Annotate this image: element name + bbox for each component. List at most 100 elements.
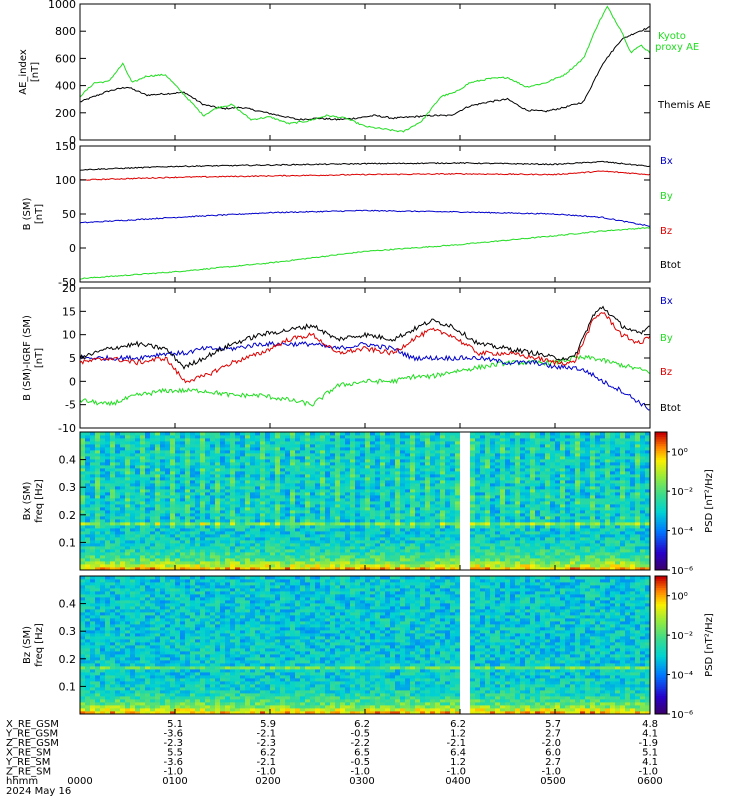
heatmap-cell xyxy=(385,444,391,448)
heatmap-cell xyxy=(135,498,141,502)
heatmap-cell xyxy=(450,528,456,532)
heatmap-cell xyxy=(345,459,351,463)
heatmap-cell xyxy=(515,432,521,436)
heatmap-cell xyxy=(510,492,516,496)
heatmap-cell xyxy=(595,444,601,448)
heatmap-cell xyxy=(490,471,496,475)
heatmap-cell xyxy=(350,498,356,502)
heatmap-cell xyxy=(440,489,446,493)
heatmap-cell xyxy=(500,507,506,511)
heatmap-cell xyxy=(420,498,426,502)
heatmap-cell xyxy=(145,501,151,505)
heatmap-cell xyxy=(500,486,506,490)
heatmap-cell xyxy=(585,480,591,484)
heatmap-cell xyxy=(475,486,481,490)
heatmap-cell xyxy=(315,447,321,451)
heatmap-cell xyxy=(415,525,421,529)
heatmap-cell xyxy=(225,501,231,505)
heatmap-cell xyxy=(220,450,226,454)
heatmap-cell xyxy=(195,435,201,439)
heatmap-cell xyxy=(410,507,416,511)
heatmap-cell xyxy=(220,552,226,556)
heatmap-cell xyxy=(360,519,366,523)
heatmap-cell xyxy=(135,540,141,544)
heatmap-cell xyxy=(585,501,591,505)
heatmap-cell xyxy=(120,489,126,493)
heatmap-cell xyxy=(470,546,476,550)
heatmap-cell xyxy=(260,468,266,472)
heatmap-cell xyxy=(485,483,491,487)
heatmap-cell xyxy=(505,540,511,544)
heatmap-cell xyxy=(360,459,366,463)
heatmap-cell xyxy=(95,459,101,463)
heatmap-cell xyxy=(520,552,526,556)
heatmap-cell xyxy=(90,501,96,505)
heatmap-cell xyxy=(285,504,291,508)
heatmap-cell xyxy=(275,450,281,454)
heatmap-cell xyxy=(350,534,356,538)
heatmap-cell xyxy=(495,501,501,505)
heatmap-cell xyxy=(215,495,221,499)
heatmap-cell xyxy=(460,468,466,472)
heatmap-cell xyxy=(145,489,151,493)
heatmap-cell xyxy=(400,456,406,460)
heatmap-cell xyxy=(230,537,236,541)
heatmap-cell xyxy=(360,498,366,502)
heatmap-cell xyxy=(235,543,241,547)
heatmap-cell xyxy=(565,561,571,565)
heatmap-cell xyxy=(80,453,86,457)
heatmap-cell xyxy=(375,486,381,490)
heatmap-cell xyxy=(220,564,226,568)
heatmap-cell xyxy=(265,465,271,469)
heatmap-cell xyxy=(300,492,306,496)
heatmap-cell xyxy=(350,456,356,460)
heatmap-cell xyxy=(565,459,571,463)
heatmap-cell xyxy=(375,558,381,562)
heatmap-cell xyxy=(145,459,151,463)
heatmap-cell xyxy=(120,525,126,529)
heatmap-cell xyxy=(350,459,356,463)
heatmap-cell xyxy=(485,552,491,556)
heatmap-cell xyxy=(380,471,386,475)
heatmap-cell xyxy=(455,561,461,565)
heatmap-cell xyxy=(535,444,541,448)
heatmap-cell xyxy=(335,567,341,571)
heatmap-cell xyxy=(435,471,441,475)
heatmap-cell xyxy=(440,537,446,541)
heatmap-cell xyxy=(155,531,161,535)
heatmap-cell xyxy=(550,549,556,553)
heatmap-cell xyxy=(480,435,486,439)
heatmap-cell xyxy=(495,567,501,571)
heatmap-cell xyxy=(280,480,286,484)
heatmap-cell xyxy=(600,546,606,550)
heatmap-cell xyxy=(275,540,281,544)
heatmap-cell xyxy=(250,567,256,571)
heatmap-cell xyxy=(110,561,116,565)
heatmap-cell xyxy=(245,495,251,499)
heatmap-cell xyxy=(105,540,111,544)
heatmap-cell xyxy=(245,513,251,517)
heatmap-cell xyxy=(515,558,521,562)
heatmap-cell xyxy=(185,486,191,490)
heatmap-cell xyxy=(105,447,111,451)
heatmap-cell xyxy=(540,546,546,550)
heatmap-cell xyxy=(285,495,291,499)
heatmap-cell xyxy=(155,543,161,547)
heatmap-cell xyxy=(295,561,301,565)
heatmap-cell xyxy=(130,507,136,511)
heatmap-cell xyxy=(95,492,101,496)
heatmap-cell xyxy=(410,558,416,562)
heatmap-cell xyxy=(275,513,281,517)
heatmap-cell xyxy=(410,498,416,502)
heatmap-cell xyxy=(425,501,431,505)
heatmap-cell xyxy=(560,435,566,439)
heatmap-cell xyxy=(595,447,601,451)
heatmap-cell xyxy=(195,495,201,499)
heatmap-cell xyxy=(405,471,411,475)
heatmap-cell xyxy=(115,504,121,508)
heatmap-cell xyxy=(220,474,226,478)
heatmap-cell xyxy=(600,438,606,442)
heatmap-cell xyxy=(165,432,171,436)
heatmap-cell xyxy=(425,456,431,460)
heatmap-cell xyxy=(405,432,411,436)
